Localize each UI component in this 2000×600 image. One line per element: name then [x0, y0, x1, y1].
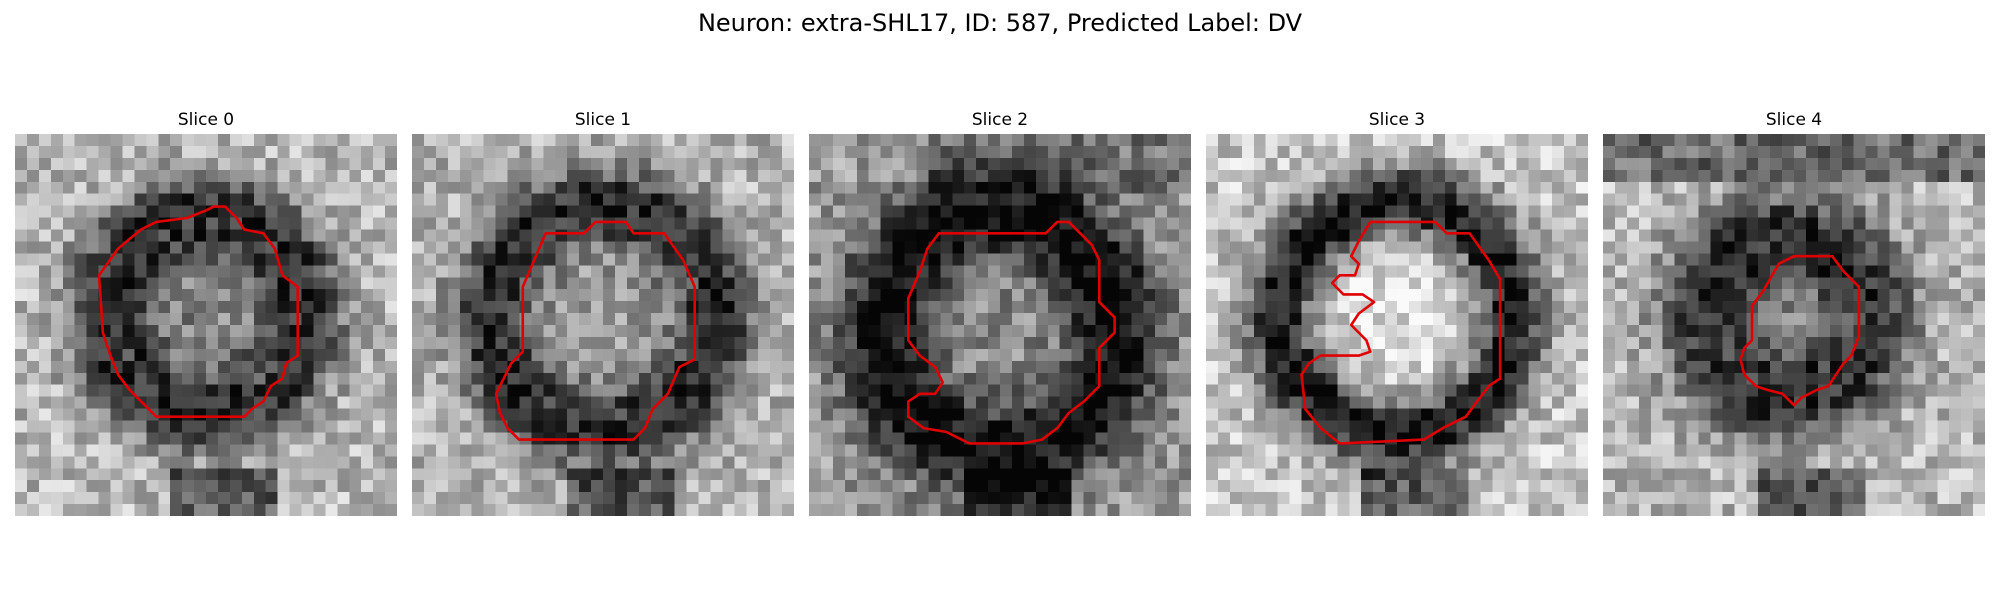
neuron-contour [1300, 220, 1502, 445]
slice-panel: Slice 2 [809, 108, 1191, 516]
slice-grayscale-patch [1206, 134, 1588, 516]
slice-title: Slice 0 [177, 110, 235, 130]
slice-title: Slice 4 [1765, 110, 1823, 130]
slice-image [1206, 134, 1588, 516]
slice-panel: Slice 4 [1603, 108, 1985, 516]
neuron-contour [907, 220, 1116, 445]
pixel-grid [15, 134, 397, 516]
pixel-grid [809, 134, 1191, 516]
slice-panel: Slice 3 [1206, 108, 1588, 516]
slice-title: Slice 3 [1368, 110, 1426, 130]
neuron-contour [1739, 254, 1861, 407]
slice-panel: Slice 1 [412, 108, 794, 516]
slice-image [809, 134, 1191, 516]
slice-grayscale-patch [15, 134, 397, 516]
slice-grayscale-patch [412, 134, 794, 516]
slice-panel: Slice 0 [15, 108, 397, 516]
slice-image [15, 134, 397, 516]
neuron-contour [97, 205, 300, 419]
pixel-grid [1206, 134, 1588, 516]
figure-title: Neuron: extra-SHL17, ID: 587, Predicted … [697, 9, 1303, 37]
pixel-grid [412, 134, 794, 516]
pixel-grid [1603, 134, 1985, 516]
neuron-contour [494, 220, 697, 441]
slice-grayscale-patch [809, 134, 1191, 516]
slice-image [412, 134, 794, 516]
slice-grayscale-patch [1603, 134, 1985, 516]
slice-title: Slice 2 [971, 110, 1029, 130]
slice-image [1603, 134, 1985, 516]
slice-title: Slice 1 [574, 110, 632, 130]
